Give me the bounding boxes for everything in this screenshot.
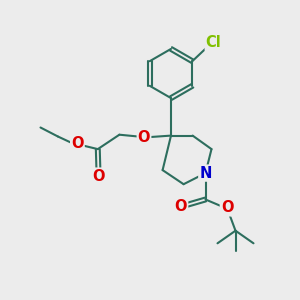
Text: O: O: [175, 199, 187, 214]
Text: Cl: Cl: [206, 35, 221, 50]
Text: O: O: [71, 136, 84, 151]
Text: N: N: [199, 166, 212, 181]
Text: O: O: [138, 130, 150, 145]
Text: O: O: [221, 200, 233, 215]
Text: O: O: [92, 169, 105, 184]
